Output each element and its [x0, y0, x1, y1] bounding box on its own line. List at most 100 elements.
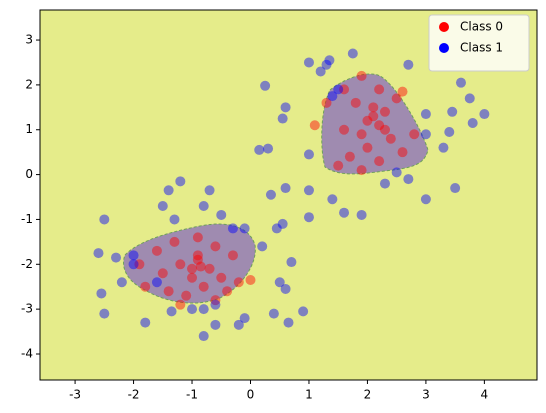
point	[222, 286, 233, 297]
point	[216, 209, 227, 220]
point	[374, 120, 385, 131]
point	[280, 283, 291, 294]
point	[339, 207, 350, 218]
marks	[93, 48, 490, 342]
point	[321, 59, 332, 70]
legend-marker	[439, 22, 449, 32]
decision-region-background	[40, 10, 537, 380]
point	[210, 241, 221, 252]
point	[347, 48, 358, 59]
point	[181, 290, 192, 301]
point	[128, 250, 139, 261]
point	[374, 84, 385, 95]
point	[175, 299, 186, 310]
point	[254, 144, 265, 155]
point	[233, 277, 244, 288]
x-tick-label: -3	[69, 388, 81, 402]
point	[339, 84, 350, 95]
point	[99, 308, 110, 319]
plot-frame	[39, 9, 538, 381]
legend-label: Class 1	[460, 41, 503, 55]
point	[227, 223, 238, 234]
point	[379, 106, 390, 117]
y-tick-label: 0	[25, 167, 33, 181]
point	[464, 93, 475, 104]
x-tick-label: -1	[186, 388, 198, 402]
point	[277, 218, 288, 229]
x-tick-label: 4	[481, 388, 489, 402]
point	[187, 272, 198, 283]
point	[420, 129, 431, 140]
point	[140, 317, 151, 328]
point	[210, 295, 221, 306]
point	[198, 281, 209, 292]
point	[397, 86, 408, 97]
y-tick-label: -4	[21, 346, 33, 360]
point	[239, 223, 250, 234]
point	[333, 84, 344, 95]
point	[450, 183, 461, 194]
point	[198, 200, 209, 211]
point	[447, 106, 458, 117]
point	[467, 118, 478, 129]
point	[283, 317, 294, 328]
point	[303, 149, 314, 160]
point	[169, 214, 180, 225]
point	[163, 286, 174, 297]
point	[344, 151, 355, 162]
point	[265, 189, 276, 200]
point	[227, 250, 238, 261]
point	[368, 111, 379, 122]
point	[280, 102, 291, 113]
point	[239, 313, 250, 324]
point	[303, 185, 314, 196]
point	[175, 176, 186, 187]
y-tick-label: 2	[25, 77, 33, 91]
legend-marker	[439, 43, 449, 53]
x-tick-label: -2	[128, 388, 140, 402]
point	[169, 236, 180, 247]
point	[210, 299, 221, 310]
point	[192, 232, 203, 243]
legend-label: Class 0	[460, 20, 503, 34]
point	[315, 66, 326, 77]
point	[163, 185, 174, 196]
point	[339, 124, 350, 135]
point	[274, 277, 285, 288]
point	[403, 59, 414, 70]
point	[479, 109, 490, 120]
point	[327, 194, 338, 205]
point	[198, 304, 209, 315]
point	[166, 306, 177, 317]
point	[140, 281, 151, 292]
point	[187, 263, 198, 274]
point	[175, 259, 186, 270]
x-tick-label: 2	[364, 388, 372, 402]
point	[111, 252, 122, 263]
point	[233, 319, 244, 330]
point	[195, 261, 206, 272]
y-tick-label: -2	[21, 257, 33, 271]
y-tick-label: -3	[21, 302, 33, 316]
point	[409, 129, 420, 140]
x-tick-label: 0	[247, 388, 255, 402]
point	[356, 165, 367, 176]
point	[303, 57, 314, 68]
point	[210, 319, 221, 330]
point	[391, 167, 402, 178]
point	[309, 120, 320, 131]
point	[356, 70, 367, 81]
y-tick-label: -1	[21, 212, 33, 226]
point	[321, 97, 332, 108]
point	[374, 156, 385, 167]
point	[134, 259, 145, 270]
point	[257, 241, 268, 252]
point	[391, 93, 402, 104]
point	[268, 308, 279, 319]
point	[151, 245, 162, 256]
point	[362, 142, 373, 153]
point	[245, 274, 256, 285]
point	[420, 109, 431, 120]
point	[192, 250, 203, 261]
